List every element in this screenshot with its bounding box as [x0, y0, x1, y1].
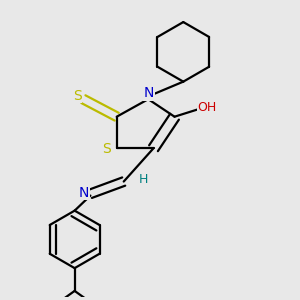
Text: N: N	[79, 186, 89, 200]
Text: S: S	[102, 142, 111, 156]
Text: S: S	[73, 89, 82, 103]
Text: OH: OH	[197, 101, 217, 114]
Text: N: N	[144, 86, 154, 100]
Text: H: H	[138, 173, 148, 186]
